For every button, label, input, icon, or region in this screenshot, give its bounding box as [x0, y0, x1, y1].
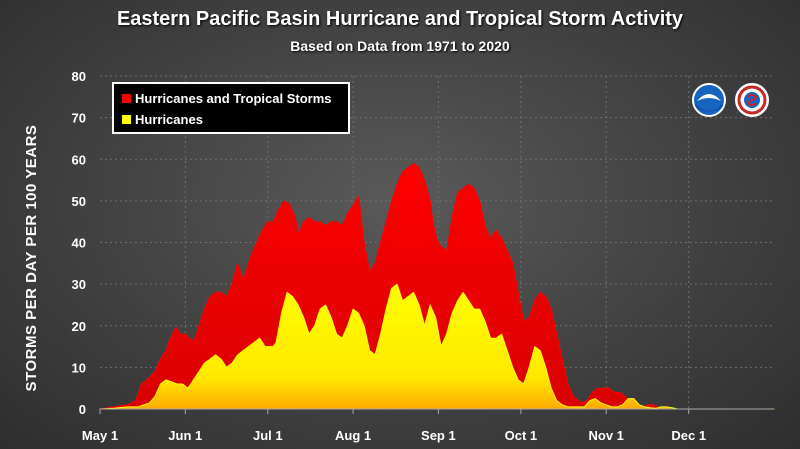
y-tick-label: 80	[72, 69, 86, 84]
x-tick-label: May 1	[82, 428, 118, 443]
y-axis-label: STORMS PER DAY PER 100 YEARS	[23, 125, 40, 392]
noaa-logo	[692, 83, 726, 117]
axis-layer: 0 10 20 30 40 50 60 70 80 May 1 Jun 1 Jul 1 Aug 1 Sep…	[72, 69, 774, 443]
x-tick-label: Nov 1	[588, 428, 623, 443]
y-tick-label: 0	[79, 402, 86, 417]
area-layer	[99, 162, 775, 410]
legend: Hurricanes and Tropical Storms Hurricane…	[112, 82, 350, 134]
x-tick-label: Dec 1	[671, 428, 706, 443]
y-axis-label-text: STORMS PER DAY PER 100 YEARS	[23, 125, 40, 392]
y-tick-label: 30	[72, 277, 86, 292]
y-tick-label: 20	[72, 319, 86, 334]
y-tick-label: 70	[72, 111, 86, 126]
x-tick-label: Sep 1	[421, 428, 456, 443]
x-tick-label: Jul 1	[253, 428, 283, 443]
nws-logo-ring	[737, 85, 767, 115]
legend-label-hurricanes: Hurricanes	[135, 112, 203, 127]
legend-box	[112, 82, 350, 134]
y-tick-label: 10	[72, 360, 86, 375]
legend-swatch-hurricanes	[122, 115, 131, 124]
y-tick-label: 60	[72, 152, 86, 167]
y-tick-label: 50	[72, 194, 86, 209]
legend-swatch-hurricanes-and-tropical-storms	[122, 94, 131, 103]
chart-subtitle: Based on Data from 1971 to 2020	[290, 38, 510, 54]
x-tick-label: Aug 1	[335, 428, 371, 443]
x-tick-label: Oct 1	[505, 428, 538, 443]
legend-label-hurricanes-and-tropical-storms: Hurricanes and Tropical Storms	[135, 91, 332, 106]
x-tick-label: Jun 1	[168, 428, 202, 443]
noaa-logo-lower	[695, 104, 723, 112]
nws-logo-swirl	[746, 94, 758, 106]
noaa-logo-bird	[697, 94, 721, 101]
area-series-hurricanes	[99, 283, 775, 410]
chart-title: Eastern Pacific Basin Hurricane and Trop…	[116, 8, 684, 30]
nws-logo	[735, 83, 769, 117]
y-tick-label: 40	[72, 236, 86, 251]
